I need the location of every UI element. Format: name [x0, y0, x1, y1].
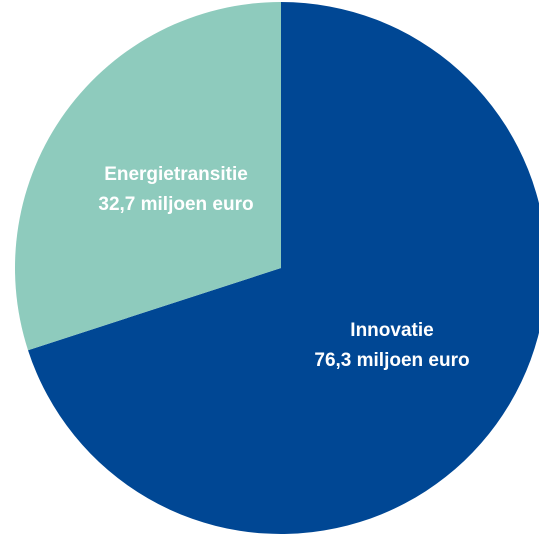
slice-label-value: 76,3 miljoen euro [314, 350, 469, 371]
slice-label-value: 32,7 miljoen euro [98, 194, 253, 215]
pie-slices [14, 2, 539, 534]
pie-labels: Innovatie 76,3 miljoen euro Energietransit… [98, 164, 469, 371]
pie-slice-innovatie [28, 2, 539, 534]
pie-slice-energietransitie [14, 2, 282, 351]
slice-label-name: Energietransitie [104, 164, 248, 185]
slice-label-name: Innovatie [350, 320, 433, 341]
